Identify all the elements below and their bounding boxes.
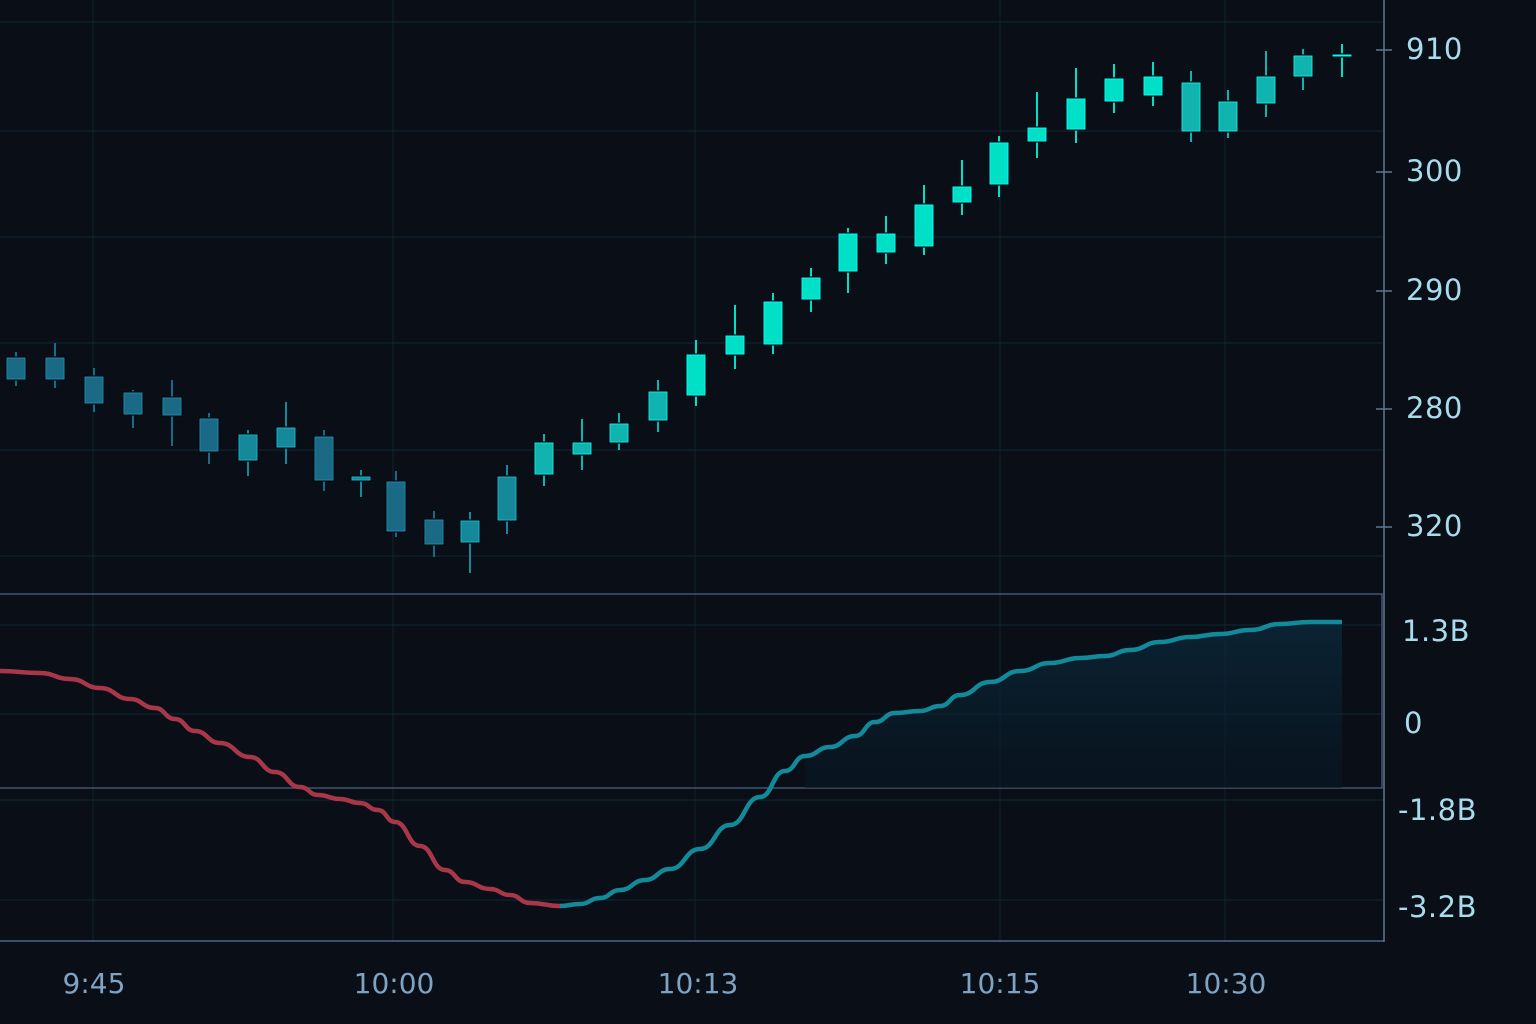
indicator-panel-frame <box>0 593 1384 942</box>
indicator-tick-label: -1.8B <box>1398 793 1477 827</box>
candle <box>83 368 105 412</box>
candle <box>571 419 593 470</box>
candle <box>275 402 297 464</box>
candle <box>385 471 407 537</box>
candle <box>313 430 335 491</box>
candle <box>762 293 784 354</box>
candle <box>1026 92 1048 158</box>
candle <box>1180 71 1202 142</box>
candle <box>533 434 555 486</box>
candle <box>1292 49 1314 90</box>
indicator-area-fill <box>805 622 1342 788</box>
candle <box>1331 44 1353 77</box>
price-tick-label: 910 <box>1406 32 1463 66</box>
candle <box>350 470 372 497</box>
price-tick-label: 320 <box>1406 509 1463 543</box>
candle <box>198 413 220 464</box>
candle <box>988 136 1010 197</box>
time-tick-label: 10:15 <box>959 967 1041 1000</box>
candle <box>647 380 669 432</box>
grid-lines <box>0 0 1383 942</box>
price-tick-label: 290 <box>1406 273 1463 307</box>
candle <box>685 340 707 406</box>
candle <box>875 216 897 264</box>
candle-series <box>5 44 1353 573</box>
indicator-tick-label: 1.3B <box>1402 614 1471 648</box>
candle <box>237 430 259 476</box>
candle <box>800 268 822 312</box>
candle <box>459 512 481 573</box>
candle <box>913 185 935 255</box>
time-tick-label: 10:00 <box>353 967 435 1000</box>
candle <box>1065 68 1087 143</box>
candle <box>161 380 183 446</box>
indicator-tick-label: -3.2B <box>1398 890 1477 924</box>
candle <box>496 465 518 534</box>
candle <box>1103 64 1125 113</box>
time-tick-label: 9:45 <box>62 967 126 1000</box>
indicator-tick-label: 0 <box>1404 706 1423 740</box>
candle <box>1217 90 1239 138</box>
price-tick-label: 280 <box>1406 391 1463 425</box>
candle <box>44 343 66 388</box>
time-tick-label: 10:13 <box>657 967 739 1000</box>
candle <box>1255 51 1277 117</box>
candle <box>724 305 746 369</box>
price-axis-line <box>1376 0 1392 942</box>
candle <box>423 511 445 557</box>
candle <box>122 390 144 428</box>
price-tick-label: 300 <box>1406 154 1463 188</box>
indicator-line <box>0 619 1342 909</box>
candle <box>608 413 630 450</box>
time-tick-label: 10:30 <box>1185 967 1267 1000</box>
candle <box>5 352 27 386</box>
candle <box>1142 62 1164 106</box>
candle <box>837 228 859 293</box>
candle <box>951 160 973 215</box>
